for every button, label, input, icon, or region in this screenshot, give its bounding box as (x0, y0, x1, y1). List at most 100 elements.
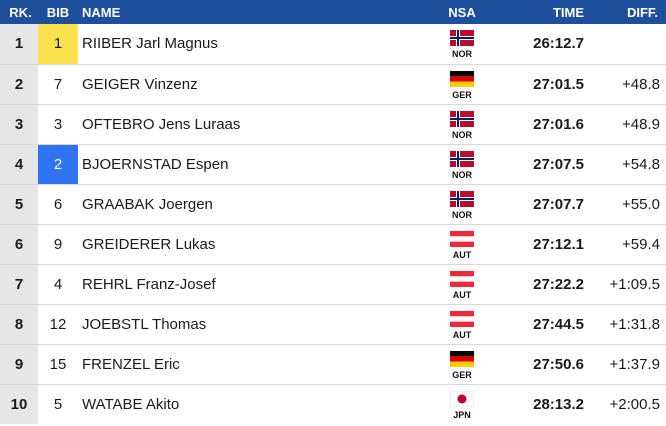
rank-cell: 10 (0, 384, 38, 424)
nsa-badge: JPN (450, 386, 474, 422)
nsa-code: NOR (452, 49, 472, 60)
rank-cell: 7 (0, 264, 38, 305)
nsa-code: NOR (452, 129, 472, 140)
bib-cell: 1 (38, 24, 78, 65)
results-header: RK. BIB NAME NSA TIME DIFF. (0, 0, 666, 24)
nsa-code: AUT (452, 249, 472, 260)
nsa-badge: NOR (450, 146, 474, 182)
header-row: RK. BIB NAME NSA TIME DIFF. (0, 0, 666, 24)
time-cell: 26:12.7 (522, 24, 602, 65)
nsa-badge: AUT (450, 226, 474, 262)
bib-cell: 9 (38, 224, 78, 265)
table-row[interactable]: 4 2 BJOERNSTAD Espen NOR 27:07.5 +54.8 (0, 144, 666, 185)
nsa-cell: AUT (402, 304, 522, 345)
table-row[interactable]: 5 6 GRAABAK Joergen NOR 27:07.7 +55.0 (0, 184, 666, 225)
athlete-name[interactable]: FRENZEL Eric (78, 344, 402, 385)
rank-cell: 5 (0, 184, 38, 225)
norway-flag-icon (450, 30, 474, 47)
nsa-code: AUT (452, 289, 472, 300)
nsa-badge: NOR (450, 106, 474, 142)
rank-cell: 6 (0, 224, 38, 265)
diff-cell: +1:31.8 (602, 304, 666, 345)
header-diff[interactable]: DIFF. (626, 4, 658, 20)
bib-cell: 12 (38, 304, 78, 345)
bib-cell: 2 (38, 144, 78, 185)
time-cell: 27:01.5 (522, 64, 602, 105)
table-row[interactable]: 8 12 JOEBSTL Thomas AUT 27:44.5 +1:31.8 (0, 304, 666, 345)
austria-flag-icon (450, 310, 474, 327)
nsa-badge: GER (450, 346, 474, 382)
athlete-name[interactable]: GEIGER Vinzenz (78, 64, 402, 105)
rank-cell: 1 (0, 24, 38, 65)
nsa-code: GER (452, 369, 472, 380)
nsa-badge: GER (450, 66, 474, 102)
results-body: 1 1 RIIBER Jarl Magnus NOR 26:12.7 2 7 G… (0, 24, 666, 424)
nsa-cell: GER (402, 64, 522, 105)
nsa-code: NOR (452, 209, 472, 220)
table-row[interactable]: 7 4 REHRL Franz-Josef AUT 27:22.2 +1:09.… (0, 264, 666, 305)
time-cell: 27:22.2 (522, 264, 602, 305)
austria-flag-icon (450, 230, 474, 247)
athlete-name[interactable]: REHRL Franz-Josef (78, 264, 402, 305)
nsa-code: AUT (452, 329, 472, 340)
table-row[interactable]: 10 5 WATABE Akito JPN 28:13.2 +2:00.5 (0, 384, 666, 424)
header-name[interactable]: NAME (82, 4, 121, 20)
athlete-name[interactable]: JOEBSTL Thomas (78, 304, 402, 345)
time-cell: 27:50.6 (522, 344, 602, 385)
nsa-code: GER (452, 89, 472, 100)
diff-cell: +54.8 (602, 144, 666, 185)
nsa-badge: NOR (450, 26, 474, 62)
diff-cell: +59.4 (602, 224, 666, 265)
nsa-cell: NOR (402, 104, 522, 145)
bib-cell: 6 (38, 184, 78, 225)
table-row[interactable]: 3 3 OFTEBRO Jens Luraas NOR 27:01.6 +48.… (0, 104, 666, 145)
time-cell: 27:07.5 (522, 144, 602, 185)
header-rank[interactable]: RK. (9, 4, 32, 20)
athlete-name[interactable]: GRAABAK Joergen (78, 184, 402, 225)
time-cell: 27:12.1 (522, 224, 602, 265)
nsa-cell: NOR (402, 184, 522, 225)
athlete-name[interactable]: OFTEBRO Jens Luraas (78, 104, 402, 145)
germany-flag-icon (450, 70, 474, 87)
diff-cell: +1:37.9 (602, 344, 666, 385)
norway-flag-icon (450, 150, 474, 167)
diff-cell: +2:00.5 (609, 395, 660, 413)
diff-cell: +48.9 (602, 104, 666, 145)
nsa-badge: AUT (450, 266, 474, 302)
athlete-name[interactable]: WATABE Akito (82, 395, 180, 413)
nsa-badge: NOR (450, 186, 474, 222)
nsa-code: NOR (452, 169, 472, 180)
table-row[interactable]: 2 7 GEIGER Vinzenz GER 27:01.5 +48.8 (0, 64, 666, 105)
bib-cell: 15 (38, 344, 78, 385)
rank-cell: 3 (0, 104, 38, 145)
norway-flag-icon (450, 190, 474, 207)
bib-cell: 4 (38, 264, 78, 305)
rank-cell: 4 (0, 144, 38, 185)
bib-cell: 3 (38, 104, 78, 145)
header-bib[interactable]: BIB (46, 4, 70, 20)
rank-cell: 2 (0, 64, 38, 105)
nsa-code: JPN (453, 409, 471, 420)
header-time[interactable]: TIME (552, 4, 584, 20)
athlete-name[interactable]: BJOERNSTAD Espen (78, 144, 402, 185)
table-row[interactable]: 9 15 FRENZEL Eric GER 27:50.6 +1:37.9 (0, 344, 666, 385)
athlete-name[interactable]: RIIBER Jarl Magnus (78, 24, 402, 65)
table-row[interactable]: 1 1 RIIBER Jarl Magnus NOR 26:12.7 (0, 24, 666, 65)
japan-flag-icon (450, 390, 474, 407)
germany-flag-icon (450, 350, 474, 367)
nsa-cell: JPN (402, 384, 522, 424)
diff-cell (602, 24, 666, 65)
time-cell: 27:01.6 (522, 104, 602, 145)
rank-cell: 8 (0, 304, 38, 345)
athlete-name[interactable]: GREIDERER Lukas (78, 224, 402, 265)
norway-flag-icon (450, 110, 474, 127)
bib-cell: 5 (53, 395, 63, 413)
table-row[interactable]: 6 9 GREIDERER Lukas AUT 27:12.1 +59.4 (0, 224, 666, 265)
nsa-cell: AUT (402, 264, 522, 305)
header-nsa[interactable]: NSA (448, 4, 476, 20)
nsa-cell: AUT (402, 224, 522, 265)
nsa-cell: NOR (402, 24, 522, 65)
bib-cell: 7 (38, 64, 78, 105)
time-cell: 28:13.2 (533, 395, 584, 413)
